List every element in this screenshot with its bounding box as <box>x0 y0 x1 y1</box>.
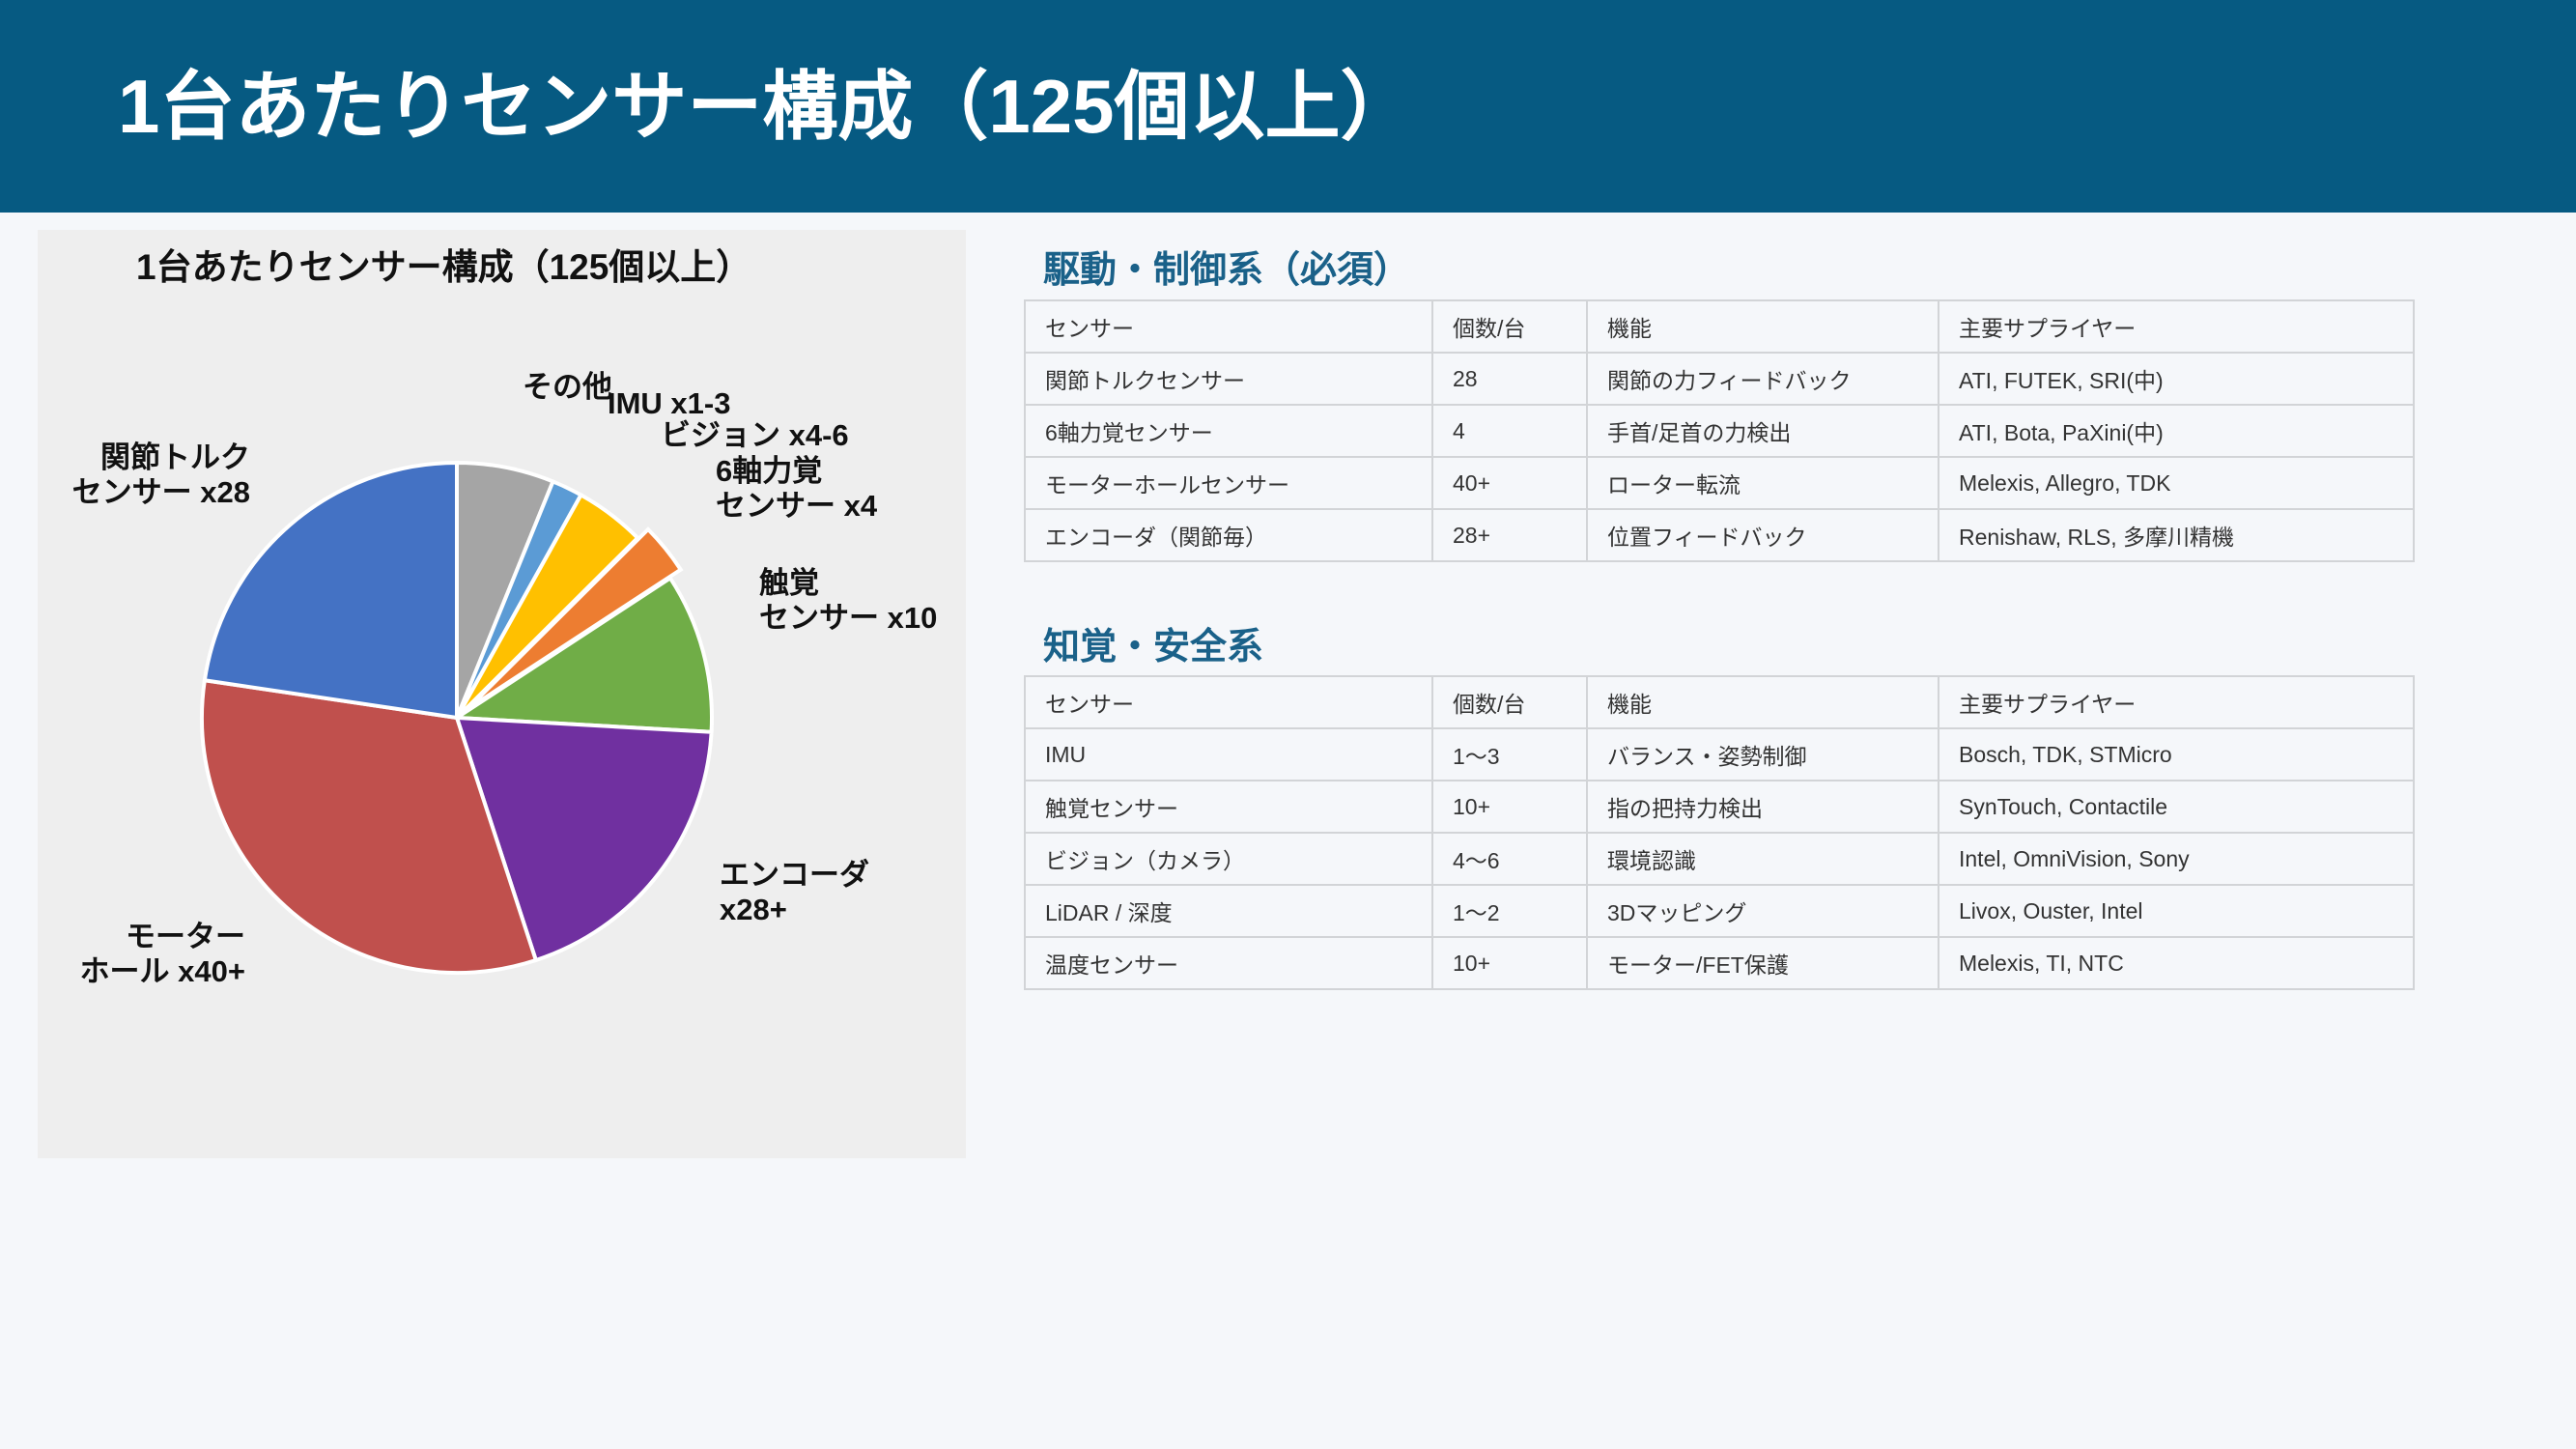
label-torque: 関節トルク センサー x28 <box>72 440 250 510</box>
cell: 環境認識 <box>1586 832 1939 886</box>
cell: ローター転流 <box>1586 456 1939 510</box>
cell: 温度センサー <box>1024 936 1433 990</box>
label-vision: ビジョン x4-6 <box>661 418 849 452</box>
table-row: ビジョン（カメラ） 4〜6 環境認識 Intel, OmniVision, Sony <box>1024 832 2415 886</box>
cell: Livox, Ouster, Intel <box>1938 884 2415 938</box>
cell: モーターホールセンサー <box>1024 456 1433 510</box>
cell: 28+ <box>1431 508 1588 562</box>
pie-slice-3 <box>466 526 684 711</box>
pie-slice-6 <box>200 677 539 975</box>
column-header: 機能 <box>1586 299 1939 354</box>
column-header: 個数/台 <box>1431 675 1588 729</box>
column-header: 機能 <box>1586 675 1939 729</box>
cell: 手首/足首の力検出 <box>1586 404 1939 458</box>
column-header: 主要サプライヤー <box>1938 675 2415 729</box>
column-header: 主要サプライヤー <box>1938 299 2415 354</box>
cell: モーター/FET保護 <box>1586 936 1939 990</box>
table-row: 温度センサー 10+ モーター/FET保護 Melexis, TI, NTC <box>1024 936 2415 990</box>
cell: 10+ <box>1431 936 1588 990</box>
table-row: 6軸力覚センサー 4 手首/足首の力検出 ATI, Bota, PaXini(中) <box>1024 404 2415 458</box>
table-row: IMU 1〜3 バランス・姿勢制御 Bosch, TDK, STMicro <box>1024 727 2415 781</box>
table-header-row: センサー 個数/台 機能 主要サプライヤー <box>1024 675 2415 729</box>
cell: 指の把持力検出 <box>1586 780 1939 834</box>
chart-title: 1台あたりセンサー構成（125個以上） <box>136 247 752 287</box>
cell: 3Dマッピング <box>1586 884 1939 938</box>
label-force-line1: 6軸力覚 <box>716 454 823 488</box>
column-header: 個数/台 <box>1431 299 1588 354</box>
cell: ATI, Bota, PaXini(中) <box>1938 404 2415 458</box>
label-motor-line2: ホール x40+ <box>79 954 245 988</box>
table-row: モーターホールセンサー 40+ ローター転流 Melexis, Allegro, TD… <box>1024 456 2415 510</box>
cell: Melexis, Allegro, TDK <box>1938 456 2415 510</box>
label-tactile: 触覚 センサー x10 <box>759 566 937 636</box>
cell: ATI, FUTEK, SRI(中) <box>1938 352 2415 406</box>
label-tactile-line1: 触覚 <box>759 566 819 600</box>
cell: Renishaw, RLS, 多摩川精機 <box>1938 508 2415 562</box>
label-torque-line1: 関節トルク <box>100 440 250 474</box>
label-other: その他 <box>523 370 612 404</box>
pie-slice-4 <box>450 575 714 734</box>
cell: SynTouch, Contactile <box>1938 780 2415 834</box>
pie-chart-panel: 1台あたりセンサー構成（125個以上） その他 IMU x1-3 ビジョン x4… <box>38 230 966 1158</box>
perception-section-heading: 知覚・安全系 <box>1043 627 1264 668</box>
cell: 1〜2 <box>1431 884 1588 938</box>
table-row: エンコーダ（関節毎） 28+ 位置フィードバック Renishaw, RLS, 多摩川… <box>1024 508 2415 562</box>
cell: 関節の力フィードバック <box>1586 352 1939 406</box>
table-row: LiDAR / 深度 1〜2 3Dマッピング Livox, Ouster, Intel <box>1024 884 2415 938</box>
cell: Bosch, TDK, STMicro <box>1938 727 2415 781</box>
cell: 40+ <box>1431 456 1588 510</box>
cell: 1〜3 <box>1431 727 1588 781</box>
cell: 6軸力覚センサー <box>1024 404 1433 458</box>
label-motor: モーター ホール x40+ <box>80 920 245 989</box>
label-imu: IMU x1-3 <box>608 386 731 420</box>
cell: 4〜6 <box>1431 832 1588 886</box>
pie-chart <box>200 460 714 975</box>
table-row: 関節トルクセンサー 28 関節の力フィードバック ATI, FUTEK, SRI(中) <box>1024 352 2415 406</box>
label-motor-line1: モーター <box>126 920 245 953</box>
cell: ビジョン（カメラ） <box>1024 832 1433 886</box>
cell: エンコーダ（関節毎） <box>1024 508 1433 562</box>
drive-section-heading: 駆動・制御系（必須） <box>1043 250 1411 291</box>
table-header-row: センサー 個数/台 機能 主要サプライヤー <box>1024 299 2415 354</box>
label-force: 6軸力覚 センサー x4 <box>716 454 877 524</box>
cell: 触覚センサー <box>1024 780 1433 834</box>
label-torque-line2: センサー x28 <box>71 475 250 509</box>
drive-sensor-table: センサー 個数/台 機能 主要サプライヤー 関節トルクセンサー 28 関節の力フィー… <box>1024 299 2415 562</box>
label-encoder-line2: x28+ <box>720 893 787 926</box>
label-encoder-line1: エンコーダ <box>720 858 869 892</box>
label-encoder: エンコーダ x28+ <box>720 858 869 927</box>
pie-slice-5 <box>454 715 714 963</box>
header-bar: 1台あたりセンサー構成（125個以上） <box>0 0 2576 213</box>
table-row: 触覚センサー 10+ 指の把持力検出 SynTouch, Contactile <box>1024 780 2415 834</box>
cell: 関節トルクセンサー <box>1024 352 1433 406</box>
pie-slice-7 <box>202 460 459 721</box>
cell: バランス・姿勢制御 <box>1586 727 1939 781</box>
perception-sensor-table: センサー 個数/台 機能 主要サプライヤー IMU 1〜3 バランス・姿勢制御 Bos… <box>1024 675 2415 990</box>
cell: Melexis, TI, NTC <box>1938 936 2415 990</box>
column-header: センサー <box>1024 299 1433 354</box>
cell: 位置フィードバック <box>1586 508 1939 562</box>
cell: 4 <box>1431 404 1588 458</box>
label-force-line2: センサー x4 <box>716 489 878 523</box>
cell: Intel, OmniVision, Sony <box>1938 832 2415 886</box>
cell: 28 <box>1431 352 1588 406</box>
column-header: センサー <box>1024 675 1433 729</box>
page-title: 1台あたりセンサー構成（125個以上） <box>118 64 1416 149</box>
cell: LiDAR / 深度 <box>1024 884 1433 938</box>
cell: IMU <box>1024 727 1433 781</box>
cell: 10+ <box>1431 780 1588 834</box>
label-tactile-line2: センサー x10 <box>759 601 938 635</box>
